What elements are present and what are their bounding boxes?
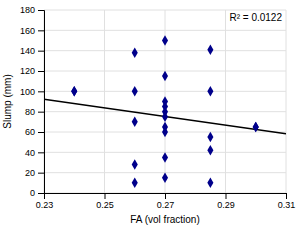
tick-mark [38,30,44,31]
tick-label: 80 [25,107,35,117]
point [71,86,77,97]
tick-label: 100 [20,87,35,97]
tick: 160 [20,26,44,36]
point [207,132,213,143]
point [132,47,138,58]
point [162,35,168,46]
tick-mark [38,10,44,11]
tick-label: 0 [30,188,35,198]
tick-label: 120 [20,66,35,76]
point [162,111,168,122]
tick: 80 [25,107,44,117]
tick-label: 0.23 [36,200,54,210]
tick: 120 [20,66,44,76]
tick-label: 0.27 [157,200,175,210]
grid-line [44,50,286,51]
point [207,86,213,97]
tick-label: 140 [20,46,35,56]
tick-label: 0.31 [278,200,296,210]
x-axis-title: FA (vol fraction) [130,214,199,225]
tick: 0.29 [217,193,235,210]
tick: 20 [25,168,44,178]
tick-mark [226,193,227,199]
tick: 0 [30,188,44,198]
y-axis: 0 20 40 60 80 100 120 140 160 180 [20,5,45,198]
grid-line [44,91,286,92]
tick: 0.25 [96,193,114,210]
axis-line [38,11,45,194]
tick-label: 0.25 [96,200,114,210]
plot-area: 0.23 0.25 0.27 0.29 0.31 0 20 40 60 80 100 120 140 16… [20,5,295,210]
tick: 140 [20,46,44,56]
tick-label: 160 [20,26,35,36]
tick-label: 180 [20,5,35,15]
annotation: R² = 0.0122 [229,12,282,23]
tick-label: 20 [25,168,35,178]
y-axis-title: Slump (mm) [2,74,13,128]
grid-line [44,10,286,11]
grid-line [104,10,105,193]
tick-mark [165,193,166,199]
grid-line [225,10,226,193]
point [132,86,138,97]
tick: 0.23 [36,193,54,210]
grid-line [44,30,286,31]
tick: 0.27 [157,193,175,210]
tick-mark [38,91,44,92]
point [162,71,168,82]
point [207,44,213,55]
tick-mark [38,152,44,153]
tick-mark [105,193,106,199]
tick-mark [286,193,287,199]
axis-line [45,194,287,200]
tick-mark [38,51,44,52]
point [162,152,168,163]
chart: 0.23 0.25 0.27 0.29 0.31 0 20 40 60 80 100 120 140 16… [0,0,300,227]
point [71,86,77,97]
point [207,178,213,189]
marks [44,35,286,188]
grid [44,10,286,193]
tick-mark [38,71,44,72]
tick: 100 [20,87,44,97]
tick-label: 40 [25,148,35,158]
point [132,159,138,170]
tick: 180 [20,5,44,15]
point [253,122,259,133]
tick-mark [38,112,44,113]
point [253,122,259,133]
tick-label: 60 [25,127,35,137]
point [132,178,138,189]
tick-mark [38,193,44,194]
grid-line [286,10,287,193]
tick-label: 0.29 [217,200,235,210]
point [207,145,213,156]
tick: 40 [25,148,44,158]
tick: 0.31 [278,193,296,210]
x-axis: 0.23 0.25 0.27 0.29 0.31 [36,193,296,210]
point [162,172,168,183]
tick: 60 [25,127,44,137]
tick-mark [38,173,44,174]
point [162,127,168,138]
tick-mark [38,132,44,133]
point [132,117,138,128]
